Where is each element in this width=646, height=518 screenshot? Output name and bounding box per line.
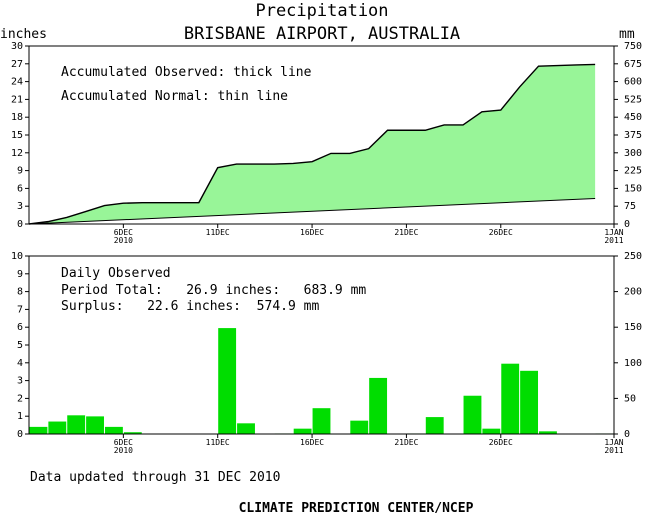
accum-y2tick-label: 75 <box>624 201 636 212</box>
daily-bar <box>425 417 444 434</box>
accum-y2tick-label: 0 <box>624 219 630 230</box>
daily-bar <box>67 415 86 434</box>
daily-ytick-label: 1 <box>17 411 23 422</box>
daily-ytick-label: 7 <box>17 304 23 315</box>
accum-ytick-label: 27 <box>11 59 23 70</box>
daily-panel: 0123456789100501001502002506DEC201011DEC… <box>11 251 642 455</box>
chart-title: Precipitation <box>255 1 388 21</box>
accum-normal-line <box>28 197 596 225</box>
daily-xtick-year: 2010 <box>114 446 133 455</box>
accum-xtick-year: 2011 <box>604 236 623 245</box>
accum-y2tick-label: 300 <box>624 148 642 159</box>
daily-bar <box>86 416 104 434</box>
daily-xtick-label: 21DEC <box>394 438 418 447</box>
daily-y2tick-label: 150 <box>624 322 642 333</box>
daily-bar <box>29 426 48 434</box>
accum-ytick-label: 9 <box>17 166 23 177</box>
daily-y2tick-label: 250 <box>624 251 642 262</box>
accum-y2tick-label: 750 <box>624 41 642 52</box>
daily-y2tick-label: 200 <box>624 287 642 298</box>
daily-bar <box>369 377 388 434</box>
accum-ytick-label: 24 <box>11 77 23 88</box>
daily-ytick-label: 5 <box>17 340 23 351</box>
daily-bar <box>350 420 369 434</box>
accum-y2tick-label: 375 <box>624 130 642 141</box>
accum-ytick-label: 21 <box>11 94 23 105</box>
accum-xtick-label: 21DEC <box>394 228 418 237</box>
daily-y2tick-label: 0 <box>624 429 630 440</box>
accum-xtick-label: 26DEC <box>489 228 513 237</box>
daily-ytick-label: 3 <box>17 376 23 387</box>
daily-ytick-label: 4 <box>17 358 23 369</box>
accum-ytick-label: 12 <box>11 148 23 159</box>
period-total-text: Period Total: 26.9 inches: 683.9 mm <box>61 283 366 298</box>
left-unit-label: inches <box>0 27 47 42</box>
daily-ytick-label: 9 <box>17 269 23 280</box>
daily-ytick-label: 6 <box>17 322 23 333</box>
daily-ytick-label: 2 <box>17 393 23 404</box>
daily-xtick-label: 1JAN <box>604 438 623 447</box>
surplus-text: Surplus: 22.6 inches: 574.9 mm <box>61 299 319 314</box>
accum-y2tick-label: 525 <box>624 94 642 105</box>
daily-ytick-label: 0 <box>17 429 23 440</box>
daily-y2tick-label: 50 <box>624 393 636 404</box>
legend-normal: Accumulated Normal: thin line <box>61 89 288 104</box>
right-unit-label: mm <box>619 27 635 42</box>
daily-xtick-year: 2011 <box>604 446 623 455</box>
accumulated-panel: 0369121518212427300751502253003754505256… <box>11 41 642 245</box>
accum-observed-line <box>28 63 596 225</box>
chart-location: BRISBANE AIRPORT, AUSTRALIA <box>184 24 460 44</box>
accum-xtick-year: 2010 <box>114 236 133 245</box>
accum-ytick-label: 15 <box>11 130 23 141</box>
daily-ytick-label: 10 <box>11 251 23 262</box>
daily-y2tick-label: 100 <box>624 358 642 369</box>
daily-ytick-label: 8 <box>17 287 23 298</box>
daily-xtick-label: 6DEC <box>114 438 133 447</box>
daily-bar <box>539 431 557 434</box>
daily-bar <box>293 428 312 434</box>
accumulated-panel-frame <box>28 45 615 225</box>
accum-y2tick-label: 450 <box>624 112 642 123</box>
daily-xtick-label: 16DEC <box>300 438 324 447</box>
accum-surplus-area <box>29 64 596 224</box>
accum-xtick-label: 6DEC <box>114 228 133 237</box>
legend-observed: Accumulated Observed: thick line <box>61 65 312 80</box>
accum-ytick-label: 18 <box>11 112 23 123</box>
daily-bar <box>520 370 539 434</box>
accum-ytick-label: 30 <box>11 41 23 52</box>
accum-ytick-label: 3 <box>17 201 23 212</box>
daily-bar <box>123 432 142 434</box>
accum-y2tick-label: 150 <box>624 183 642 194</box>
daily-panel-frame <box>28 255 615 435</box>
daily-bar <box>463 395 482 434</box>
accum-xtick-label: 16DEC <box>300 228 324 237</box>
accum-y2tick-label: 225 <box>624 166 642 177</box>
updated-text: Data updated through 31 DEC 2010 <box>30 470 280 485</box>
accum-ytick-label: 0 <box>17 219 23 230</box>
accum-xtick-label: 11DEC <box>206 228 230 237</box>
daily-xtick-label: 11DEC <box>206 438 230 447</box>
daily-bar <box>482 428 501 434</box>
daily-bar <box>312 408 331 434</box>
daily-bar <box>48 421 67 434</box>
daily-bar <box>218 328 237 434</box>
daily-observed-label: Daily Observed <box>61 266 171 281</box>
daily-xtick-label: 26DEC <box>489 438 513 447</box>
accum-y2tick-label: 675 <box>624 59 642 70</box>
daily-bar <box>501 363 520 434</box>
daily-bar <box>104 426 123 434</box>
accum-xtick-label: 1JAN <box>604 228 623 237</box>
accum-y2tick-label: 600 <box>624 77 642 88</box>
daily-bar <box>237 423 255 434</box>
credit-text: CLIMATE PREDICTION CENTER/NCEP <box>239 501 474 516</box>
accum-ytick-label: 6 <box>17 183 23 194</box>
